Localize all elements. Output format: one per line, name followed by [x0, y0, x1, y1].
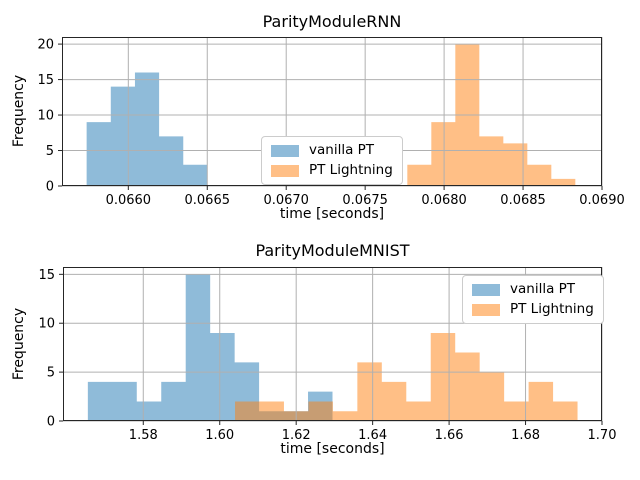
y-tick-label: 15 [37, 73, 54, 88]
x-tick-label: 0.0675 [342, 193, 388, 208]
x-tick-label: 1.60 [205, 428, 234, 443]
axes-spines [63, 267, 602, 421]
y-tick-label: 10 [38, 317, 55, 332]
y-axis-label-mnist: Frequency [11, 307, 27, 381]
plot-title-mnist: ParityModuleMNIST [255, 241, 410, 260]
x-axis-label-rnn: time [seconds] [279, 206, 385, 222]
x-tick-label: 1.64 [358, 428, 387, 443]
plot-svg: 0.0660 0.0665 0.0670 0.0675 0.0680 0.0685 0.06… [37, 37, 625, 208]
legend-entry-vanilla-pt: vanilla PT [271, 143, 393, 158]
pt-lightning-swatch [271, 164, 299, 177]
y-tick-label: 20 [37, 38, 54, 53]
plot-area-rnn: 0.0660 0.0665 0.0670 0.0675 0.0680 0.0685 0.06… [37, 37, 625, 208]
pt-lightning-swatch [472, 303, 500, 316]
x-tick-label: 0.0680 [421, 193, 467, 208]
x-tick-label: 0.0670 [263, 193, 309, 208]
y-tick-label: 0 [47, 415, 55, 430]
legend-entry-pt-lightning: PT Lightning [472, 302, 594, 317]
histogram-series-vanilla-pt [87, 274, 333, 421]
vanilla-pt-swatch [472, 283, 500, 296]
x-tick-label: 1.68 [511, 428, 540, 443]
legend-label: vanilla PT [309, 142, 375, 158]
legend-label: PT Lightning [309, 162, 393, 178]
x-tick-label: 1.58 [129, 428, 158, 443]
y-tick-label: 5 [47, 366, 55, 381]
y-tick-label: 5 [46, 144, 54, 159]
plot-title-rnn: ParityModuleRNN [262, 12, 402, 31]
y-tick-label: 15 [38, 268, 55, 283]
y-axis-label-rnn: Frequency [11, 74, 27, 148]
x-tick-label: 0.0690 [579, 193, 625, 208]
histogram-series-pt-lightning [235, 333, 578, 421]
histogram-series-vanilla-pt [86, 72, 208, 186]
legend-entry-pt-lightning: PT Lightning [271, 163, 393, 178]
plot-svg: 1.58 1.60 1.62 1.64 1.66 1.68 1.70 0 5 10 15 [38, 267, 616, 443]
vanilla-pt-swatch [271, 144, 299, 157]
legend-label: vanilla PT [510, 281, 576, 297]
y-tick-label: 0 [46, 180, 54, 195]
x-tick-label: 0.0660 [106, 193, 152, 208]
axes-spines [62, 37, 602, 186]
x-tick-label: 1.66 [435, 428, 464, 443]
x-tick-label: 1.62 [282, 428, 311, 443]
legend-label: PT Lightning [510, 301, 594, 317]
x-axis-label-mnist: time [seconds] [280, 441, 385, 457]
legend-mnist: vanilla PT PT Lightning [462, 275, 604, 324]
x-tick-label: 0.0665 [185, 193, 231, 208]
x-tick-label: 0.0685 [500, 193, 545, 208]
plot-area-mnist: 1.58 1.60 1.62 1.64 1.66 1.68 1.70 0 5 10 15 [38, 267, 616, 443]
y-tick-label: 10 [37, 109, 54, 124]
x-tick-label: 1.70 [588, 428, 617, 443]
legend-entry-vanilla-pt: vanilla PT [472, 282, 594, 297]
legend-rnn: vanilla PT PT Lightning [261, 136, 403, 185]
